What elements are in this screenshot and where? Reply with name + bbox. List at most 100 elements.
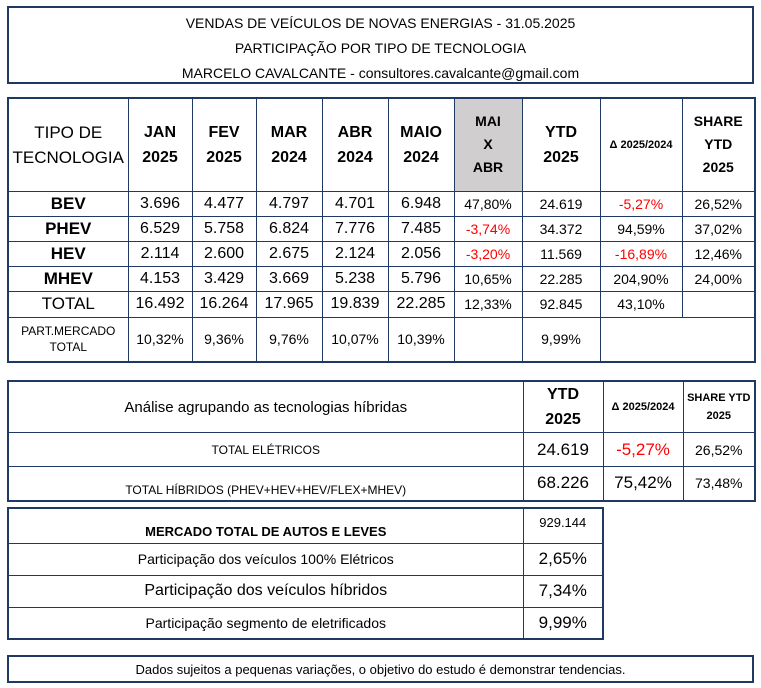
cell-total-abr: 19.839 — [321, 290, 389, 318]
main-table: TIPO DE TECNOLOGIA JAN 2025 FEV 2025 MAR 202… — [7, 97, 756, 363]
col-header-jan-line1: JAN — [143, 123, 176, 141]
cell-mhev-jan: 4.153 — [127, 265, 193, 292]
cell-phev-delta: 94,59% — [599, 215, 683, 242]
cell-bev-share: 26,52% — [681, 190, 756, 217]
cell-bev-maix: 47,80% — [453, 190, 523, 217]
cell-total-maio: 22.285 — [387, 290, 455, 318]
table-row: BEV 3.696 4.477 4.797 4.701 6.948 47,80%… — [7, 190, 756, 217]
cell-bev-delta: -5,27% — [599, 190, 683, 217]
table-row: Participação segmento de eletrificados 9… — [7, 606, 604, 640]
market-cell-eletricos: 2,65% — [522, 542, 604, 576]
hybrid-title: Análise agrupando as tecnologias híbrida… — [7, 380, 524, 433]
hybrid-col-share: SHARE YTD 2025 — [682, 380, 756, 433]
col-header-fev: FEV 2025 — [191, 97, 257, 192]
col-header-share-line3: 2025 — [702, 159, 734, 176]
hybrid-cell-hibridos-ytd: 68.226 — [522, 466, 604, 501]
hybrid-cell-hibridos-delta: 75,42% — [602, 466, 684, 501]
cell-mhev-fev: 3.429 — [191, 265, 257, 292]
part-mercado-row: PART.MERCADO TOTAL 10,32% 9,36% 9,76% 10,… — [7, 316, 755, 363]
hybrid-col-ytd: YTD 2025 — [522, 380, 604, 433]
cell-part-abr: 10,07% — [321, 316, 389, 363]
cell-hev-jan: 2.114 — [127, 240, 193, 267]
cell-part-fev: 9,36% — [191, 316, 257, 363]
hybrid-col-share-line1: SHARE YTD — [687, 392, 751, 404]
hybrid-row-label-eletricos: TOTAL ELÉTRICOS — [7, 432, 524, 467]
row-label-part-mercado: PART.MERCADO TOTAL — [7, 316, 129, 363]
col-header-maio: MAIO 2024 — [387, 97, 455, 192]
col-header-fev-line2: 2025 — [206, 148, 242, 166]
market-table: MERCADO TOTAL DE AUTOS E LEVES 929.144 P… — [7, 507, 604, 640]
total-row: TOTAL 16.492 16.264 17.965 19.839 22.285… — [7, 290, 756, 318]
cell-mhev-maio: 5.796 — [387, 265, 455, 292]
cell-part-jan: 10,32% — [127, 316, 193, 363]
row-label-part-line1: PART.MERCADO — [21, 324, 116, 339]
hybrid-col-ytd-line2: 2025 — [545, 411, 581, 428]
col-header-maix-line3: ABR — [472, 159, 504, 176]
cell-hev-ytd: 11.569 — [521, 240, 601, 267]
cell-phev-maio: 7.485 — [387, 215, 455, 242]
market-cell-total: 929.144 — [522, 507, 604, 544]
cell-phev-share: 37,02% — [681, 215, 756, 242]
cell-total-maix: 12,33% — [453, 290, 523, 318]
hybrid-col-delta: Δ 2025/2024 — [602, 380, 684, 433]
row-label-total: TOTAL — [7, 290, 129, 318]
hybrid-header-row: Análise agrupando as tecnologias híbrida… — [7, 380, 756, 433]
cell-bev-maio: 6.948 — [387, 190, 455, 217]
col-header-jan: JAN 2025 — [127, 97, 193, 192]
col-header-abr-line2: 2024 — [337, 148, 373, 166]
cell-hev-share: 12,46% — [681, 240, 756, 267]
cell-phev-abr: 7.776 — [321, 215, 389, 242]
table-row: MERCADO TOTAL DE AUTOS E LEVES 929.144 — [7, 507, 604, 544]
col-header-tipo-line2: TECNOLOGIA — [12, 147, 124, 167]
table-row: TOTAL HÍBRIDOS (PHEV+HEV+HEV/FLEX+MHEV) … — [7, 466, 756, 501]
col-header-mar-line1: MAR — [270, 123, 308, 141]
hybrid-col-share-line2: 2025 — [706, 410, 731, 422]
cell-mhev-delta: 204,90% — [599, 265, 683, 292]
footer-note: Dados sujeitos a pequenas variações, o o… — [135, 661, 626, 677]
row-label-hev: HEV — [7, 240, 129, 267]
hybrid-cell-eletricos-delta: -5,27% — [602, 432, 684, 467]
hybrid-table: Análise agrupando as tecnologias híbrida… — [7, 380, 756, 502]
cell-bev-abr: 4.701 — [321, 190, 389, 217]
col-header-maix-line1: MAI — [475, 113, 501, 130]
cell-mhev-mar: 3.669 — [255, 265, 323, 292]
cell-phev-jan: 6.529 — [127, 215, 193, 242]
report-title: VENDAS DE VEÍCULOS DE NOVAS ENERGIAS - 3… — [185, 15, 576, 31]
header-box: VENDAS DE VEÍCULOS DE NOVAS ENERGIAS - 3… — [7, 6, 754, 84]
cell-hev-fev: 2.600 — [191, 240, 257, 267]
col-header-ytd: YTD 2025 — [521, 97, 601, 192]
cell-bev-jan: 3.696 — [127, 190, 193, 217]
col-header-jan-line2: 2025 — [142, 148, 178, 166]
cell-phev-maix: -3,74% — [453, 215, 523, 242]
cell-mhev-share: 24,00% — [681, 265, 756, 292]
cell-mhev-ytd: 22.285 — [521, 265, 601, 292]
col-header-ytd-line1: YTD — [545, 123, 577, 141]
cell-total-jan: 16.492 — [127, 290, 193, 318]
cell-total-share-empty — [681, 290, 756, 318]
row-label-bev: BEV — [7, 190, 129, 217]
col-header-share: SHARE YTD 2025 — [681, 97, 756, 192]
col-header-maio-line2: 2024 — [403, 148, 439, 166]
market-row-label-hibridos: Participação dos veículos híbridos — [7, 574, 524, 608]
hybrid-col-ytd-line1: YTD — [547, 386, 579, 403]
cell-part-maix-empty — [453, 316, 523, 363]
market-row-label-eletricos: Participação dos veículos 100% Elétricos — [7, 542, 524, 576]
market-cell-hibridos: 7,34% — [522, 574, 604, 608]
cell-mhev-maix: 10,65% — [453, 265, 523, 292]
table-row: Participação dos veículos híbridos 7,34% — [7, 574, 604, 608]
cell-total-ytd: 92.845 — [521, 290, 601, 318]
cell-hev-maix: -3,20% — [453, 240, 523, 267]
report-subtitle: PARTICIPAÇÃO POR TIPO DE TECNOLOGIA — [234, 40, 527, 56]
col-header-abr-line1: ABR — [337, 123, 373, 141]
table-row: HEV 2.114 2.600 2.675 2.124 2.056 -3,20%… — [7, 240, 756, 267]
cell-phev-mar: 6.824 — [255, 215, 323, 242]
col-header-maio-line1: MAIO — [400, 123, 442, 141]
market-cell-eletrificados: 9,99% — [522, 606, 604, 640]
footer-note-box: Dados sujeitos a pequenas variações, o o… — [7, 655, 754, 683]
cell-hev-delta: -16,89% — [599, 240, 683, 267]
cell-part-maio: 10,39% — [387, 316, 455, 363]
market-row-label-eletrificados: Participação segmento de eletrificados — [7, 606, 524, 640]
cell-part-empty — [599, 316, 755, 362]
cell-phev-fev: 5.758 — [191, 215, 257, 242]
cell-part-mar: 9,76% — [255, 316, 323, 363]
